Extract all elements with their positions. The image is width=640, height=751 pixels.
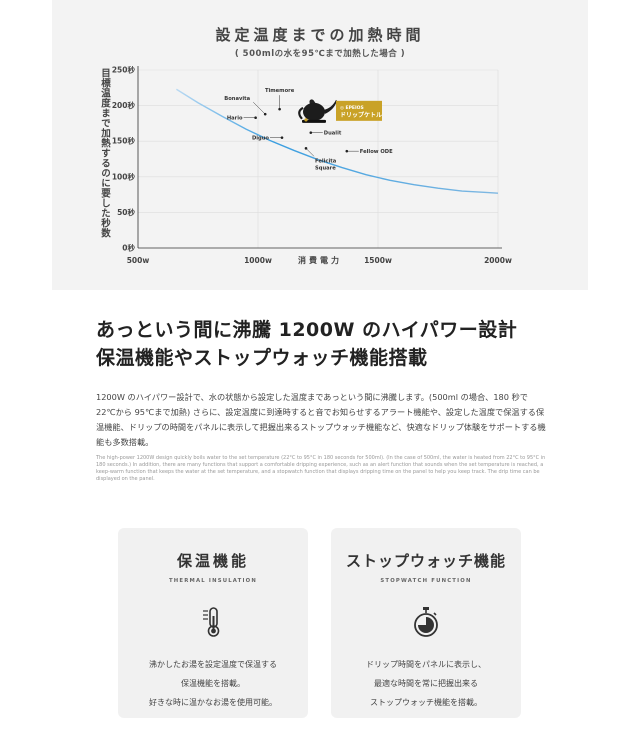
competitor-point: [280, 136, 284, 139]
point-label: Fellow ODE: [360, 149, 393, 155]
stopwatch-icon: [414, 607, 438, 637]
card-title: ストップウォッチ機能: [345, 552, 506, 570]
x-tick-label: 2000w: [484, 256, 512, 265]
product-badge: ◎ EPEIOS ドリップケトル: [336, 100, 382, 121]
competitor-point: [254, 116, 257, 120]
card-line: ストップウォッチ機能を搭載。: [370, 698, 482, 707]
card-description: 沸かしたお湯を設定温度で保温する 保温機能を搭載。 好きな時に温かなお湯を使用可…: [118, 655, 308, 712]
x-tick-label: 1000w: [244, 256, 272, 265]
y-tick-label: 250秒: [112, 65, 136, 75]
headline: あっという間に沸騰 1200W のハイパワー設計 保温機能やストップウォッチ機能…: [96, 316, 517, 372]
card-line: 保温機能を搭載。: [181, 679, 245, 688]
x-tick-labels: 500w 1000w 1500w 2000w: [127, 256, 512, 265]
card-subtitle: THERMAL INSULATION: [168, 578, 258, 584]
competitor-point: [309, 131, 313, 134]
y-tick-label: 100秒: [112, 171, 136, 181]
chart-title: 設定温度までの加熱時間: [215, 26, 425, 44]
card-thermal-insulation: 保温機能 THERMAL INSULATION 沸かしたお湯を設定温度で保温する…: [118, 528, 308, 718]
heating-time-curve: [176, 88, 499, 194]
card-stopwatch: ストップウォッチ機能 STOPWATCH FUNCTION ドリップ時間をパネル…: [331, 528, 521, 718]
point-label: Square: [315, 165, 336, 171]
point-label: Timemore: [265, 88, 295, 94]
y-tick-label: 50秒: [117, 207, 135, 217]
badge-brand: ◎ EPEIOS: [340, 105, 364, 111]
chart-axes: [137, 66, 502, 249]
point-label: Felicita: [315, 158, 337, 164]
chart-x-axis-label: 消費電力: [298, 255, 342, 265]
card-line: 最適な時間を常に把握出来る: [374, 679, 478, 688]
x-tick-label: 500w: [127, 256, 150, 265]
chart-subtitle: ( 500mlの水を95℃まで加熱した場合 ): [234, 49, 406, 59]
y-tick-labels: 0秒 50秒 100秒 150秒 200秒 250秒: [112, 65, 136, 253]
card-line: 好きな時に温かなお湯を使用可能。: [149, 698, 277, 707]
heating-time-chart: 0秒 50秒 100秒 150秒 200秒 250秒 500w 1000w 1500w 2000…: [112, 65, 512, 266]
highlight-point: [304, 118, 308, 122]
point-label: Hario: [227, 116, 243, 122]
y-tick-label: 0秒: [122, 243, 135, 253]
point-label: Dualit: [324, 131, 342, 137]
chart-y-axis-label: 目標温度まで加熱するのに要した秒数: [99, 68, 110, 238]
card-title: 保温機能: [176, 552, 249, 570]
card-description: ドリップ時間をパネルに表示し、 最適な時間を常に把握出来る ストップウォッチ機能…: [331, 655, 521, 712]
badge-product-label: ドリップケトル: [340, 111, 382, 119]
competitor-point: [263, 112, 267, 116]
point-leader-line: [253, 101, 266, 115]
y-tick-label: 200秒: [112, 100, 136, 110]
headline-line-1: あっという間に沸騰 1200W のハイパワー設計: [96, 319, 518, 341]
competitor-point: [345, 149, 349, 153]
competitor-point: [278, 107, 281, 111]
body-english: The high-power 1200W design quickly boil…: [96, 455, 546, 482]
card-line: ドリップ時間をパネルに表示し、: [366, 660, 486, 669]
chart-panel: [52, 0, 588, 290]
point-label: Bonavita: [224, 96, 250, 102]
point-label: Diguo: [252, 136, 269, 142]
body-japanese: 1200W のハイパワー設計で、水の状態から設定した温度まであっという間に沸騰し…: [96, 392, 546, 447]
y-tick-label: 150秒: [112, 136, 136, 146]
headline-line-2: 保温機能やストップウォッチ機能搭載: [96, 347, 428, 369]
thermometer-icon: [203, 607, 220, 637]
card-line: 沸かしたお湯を設定温度で保温する: [149, 660, 277, 669]
kettle-icon: [298, 99, 337, 123]
point-leader-line: [305, 148, 315, 157]
x-tick-label: 1500w: [364, 256, 392, 265]
competitor-point: [304, 147, 308, 150]
card-subtitle: STOPWATCH FUNCTION: [380, 578, 472, 584]
competitor-points: Bonavita Timemore Hario Diguo Dualit Felicita…: [224, 88, 393, 171]
